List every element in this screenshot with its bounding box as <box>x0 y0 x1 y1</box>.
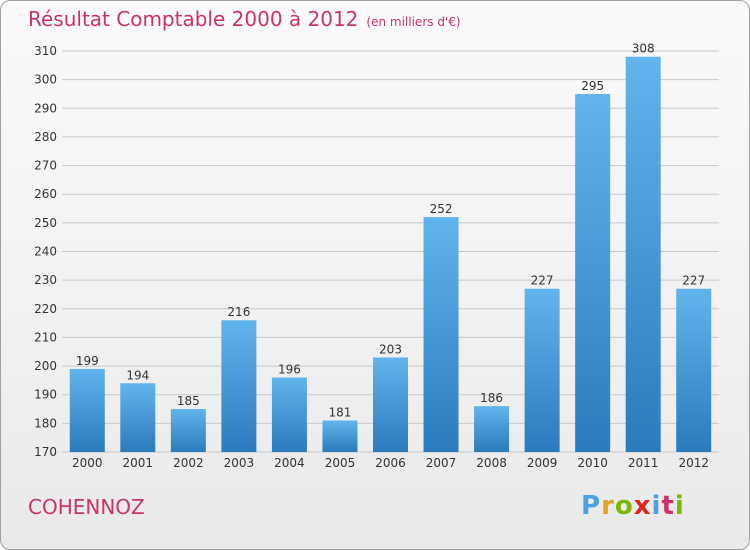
data-label: 199 <box>76 354 99 368</box>
y-tick-label: 260 <box>34 187 57 201</box>
bar-2011 <box>625 56 661 452</box>
y-tick-label: 290 <box>34 101 57 115</box>
x-tick-label: 2004 <box>274 456 305 470</box>
data-label: 308 <box>632 42 655 56</box>
bar-2009 <box>524 288 560 452</box>
bar-2006 <box>373 357 408 452</box>
logo-letter: i <box>674 491 685 521</box>
x-tick-label: 2012 <box>678 456 709 470</box>
data-label: 203 <box>379 342 402 356</box>
data-label: 194 <box>126 368 149 382</box>
bar-2000 <box>69 368 105 452</box>
data-label: 295 <box>581 79 604 93</box>
x-tick-label: 2010 <box>577 456 608 470</box>
x-tick-label: 2002 <box>173 456 204 470</box>
x-tick-label: 2003 <box>224 456 255 470</box>
chart-title-text: Résultat Comptable 2000 à 2012 <box>28 7 359 31</box>
chart-title: Résultat Comptable 2000 à 2012 (en millie… <box>28 7 461 31</box>
data-label: 181 <box>329 405 352 419</box>
data-labels: 199 194 185 216 196 181 203 252 186 227 295 308 227 <box>76 42 705 420</box>
bar-2002 <box>170 409 206 452</box>
logo-letter: r <box>601 491 615 521</box>
bar-2004 <box>271 377 307 452</box>
bar-2001 <box>120 383 156 452</box>
y-axis-ticks: 170 180 190 200 210 220 230 240 250 260 270 280 290 3… <box>34 44 57 459</box>
x-tick-label: 2007 <box>426 456 457 470</box>
commune-name: COHENNOZ <box>28 495 145 519</box>
data-label: 216 <box>227 305 250 319</box>
x-tick-label: 2000 <box>72 456 103 470</box>
y-tick-label: 180 <box>34 416 57 430</box>
proxiti-logo[interactable]: Proxiti <box>581 491 685 521</box>
logo-letter: o <box>614 491 634 521</box>
y-tick-label: 230 <box>34 273 57 287</box>
y-tick-label: 310 <box>34 44 57 58</box>
data-label: 227 <box>531 274 554 288</box>
bars <box>69 56 712 452</box>
x-tick-label: 2001 <box>123 456 154 470</box>
bar-2007 <box>423 217 459 452</box>
bar-2012 <box>676 288 712 452</box>
y-tick-label: 280 <box>34 130 57 144</box>
bar-2005 <box>322 420 358 452</box>
y-tick-label: 250 <box>34 216 57 230</box>
x-tick-label: 2011 <box>628 456 659 470</box>
data-label: 252 <box>430 202 453 216</box>
logo-letter: t <box>661 491 675 521</box>
bar-2003 <box>221 320 257 452</box>
x-tick-label: 2006 <box>375 456 406 470</box>
y-tick-label: 300 <box>34 73 57 87</box>
bar-2010 <box>575 93 611 452</box>
x-tick-label: 2008 <box>476 456 507 470</box>
data-label: 196 <box>278 363 301 377</box>
x-tick-label: 2009 <box>527 456 558 470</box>
x-axis-ticks: 2000 2001 2002 2003 2004 2005 2006 2007 2008 2009… <box>72 456 709 470</box>
data-label: 227 <box>682 274 705 288</box>
y-tick-label: 190 <box>34 388 57 402</box>
logo-letter: i <box>651 491 662 521</box>
data-label: 185 <box>177 394 200 408</box>
y-tick-label: 240 <box>34 245 57 259</box>
bar-2008 <box>474 406 510 452</box>
chart-subtitle: (en milliers d'€) <box>366 15 461 29</box>
y-tick-label: 170 <box>34 445 57 459</box>
y-tick-label: 200 <box>34 359 57 373</box>
x-tick-label: 2005 <box>325 456 356 470</box>
logo-letter: P <box>581 491 602 521</box>
y-tick-label: 220 <box>34 302 57 316</box>
y-tick-label: 270 <box>34 159 57 173</box>
y-tick-label: 210 <box>34 330 57 344</box>
data-label: 186 <box>480 391 503 405</box>
logo-letter: x <box>633 491 652 521</box>
